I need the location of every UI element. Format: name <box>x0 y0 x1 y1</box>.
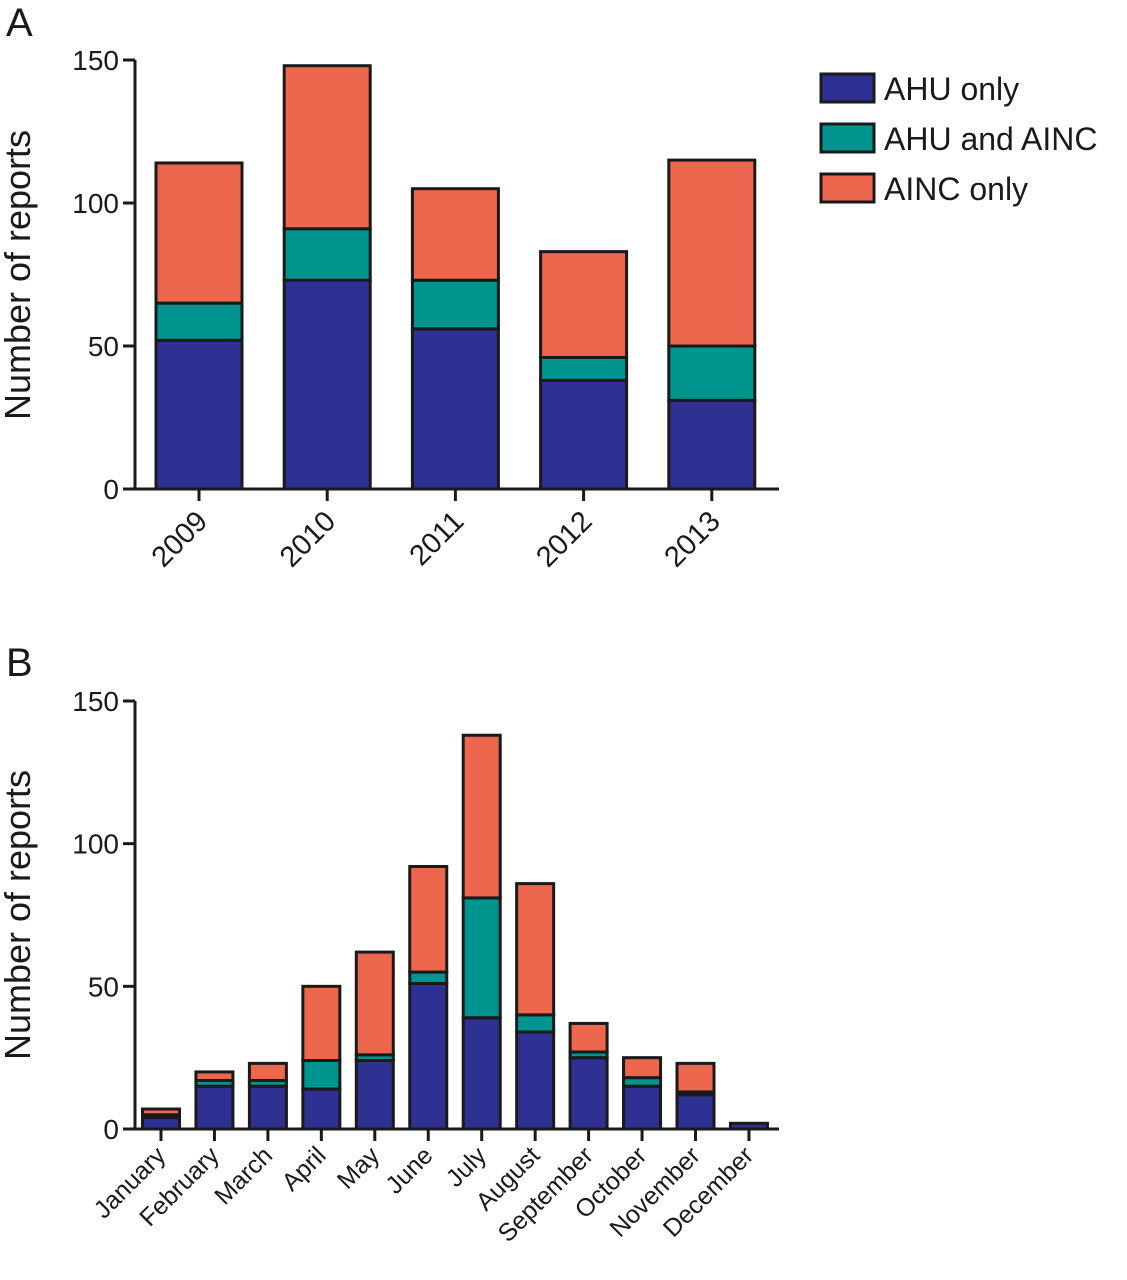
bar-ahu-and-ainc-2010 <box>282 227 372 282</box>
bar-ainc-only-september <box>568 1021 609 1054</box>
bar-ahu-only-july <box>461 1016 502 1131</box>
legend-label-ahu-only: AHU only <box>884 71 1019 107</box>
bar-ainc-only-2009 <box>154 161 244 305</box>
bar-ahu-and-ainc-2011 <box>410 278 500 331</box>
x-tick-label-2009: 2009 <box>146 505 214 573</box>
bar-ahu-and-ainc-2013 <box>667 344 757 402</box>
y-tick-label-150: 150 <box>72 45 119 76</box>
bar-ahu-only-june <box>408 981 449 1131</box>
x-tick-label-2012: 2012 <box>530 505 598 573</box>
bar-ahu-only-2013 <box>667 398 757 491</box>
bar-ahu-and-ainc-august <box>515 1013 556 1034</box>
y-tick-label-50: 50 <box>88 331 119 362</box>
y-axis-label-b: Number of reports <box>0 770 38 1060</box>
bar-ainc-only-may <box>354 950 395 1057</box>
bar-ahu-only-2010 <box>282 278 372 491</box>
bar-ahu-only-november <box>675 1093 716 1131</box>
y-tick-label-0: 0 <box>103 474 119 505</box>
bar-ahu-only-march <box>247 1084 288 1131</box>
bar-ahu-only-2009 <box>154 338 244 491</box>
bar-ainc-only-february <box>194 1070 235 1082</box>
bar-ahu-only-october <box>622 1084 663 1131</box>
x-tick-label-april: April <box>276 1141 331 1196</box>
bar-ainc-only-2012 <box>539 250 629 359</box>
y-axis-label-a: Number of reports <box>0 130 38 420</box>
bar-ahu-only-september <box>568 1056 609 1131</box>
bar-ainc-only-2011 <box>410 187 500 282</box>
x-tick-label-2010: 2010 <box>274 505 342 573</box>
legend-swatch-ahu-only <box>819 72 876 104</box>
bar-ahu-and-ainc-2012 <box>539 355 629 382</box>
y-tick-label-100: 100 <box>72 829 119 860</box>
bar-ahu-only-january <box>141 1116 181 1131</box>
bar-ahu-and-ainc-june <box>408 970 449 985</box>
bar-ainc-only-august <box>515 882 556 1017</box>
legend-swatch-ahu-and-ainc <box>819 122 876 154</box>
bar-ainc-only-november <box>675 1061 716 1094</box>
bar-ahu-only-2012 <box>539 378 629 491</box>
panel-label-a: A <box>6 1 33 45</box>
bar-ahu-only-2011 <box>410 327 500 491</box>
y-tick-label-100: 100 <box>72 188 119 219</box>
legend-label-ainc-only: AINC only <box>884 171 1028 207</box>
x-tick-label-2011: 2011 <box>404 505 471 572</box>
bar-ainc-only-march <box>247 1061 288 1082</box>
panel-label-b: B <box>6 641 33 685</box>
bar-ainc-only-january <box>141 1107 181 1117</box>
y-tick-label-0: 0 <box>103 1114 119 1145</box>
bar-ainc-only-october <box>622 1056 663 1080</box>
bar-ahu-and-ainc-2009 <box>154 301 244 342</box>
legend: AHU only AHU and AINC AINC only <box>819 71 1097 207</box>
bar-ahu-and-ainc-july <box>461 896 502 1020</box>
bar-ainc-only-april <box>301 984 342 1063</box>
legend-label-ahu-and-ainc: AHU and AINC <box>884 121 1097 157</box>
x-tick-label-2013: 2013 <box>659 505 727 573</box>
bar-ahu-only-may <box>354 1059 395 1131</box>
bar-ahu-only-august <box>515 1030 556 1131</box>
bar-ainc-only-june <box>408 864 449 974</box>
x-tick-label-may: May <box>332 1141 386 1195</box>
bar-ahu-only-april <box>301 1087 342 1131</box>
y-tick-label-150: 150 <box>72 686 119 717</box>
bar-ahu-only-february <box>194 1084 235 1131</box>
x-tick-label-march: March <box>209 1141 278 1210</box>
bar-ainc-only-2010 <box>282 64 372 231</box>
bar-ainc-only-2013 <box>667 158 757 348</box>
legend-swatch-ainc-only <box>819 172 876 204</box>
bar-ainc-only-july <box>461 733 502 900</box>
bar-ahu-and-ainc-april <box>301 1059 342 1091</box>
y-tick-label-50: 50 <box>88 971 119 1002</box>
chart-panel-a: 2009 2010 2011 2012 2013 0 50 100 150 <box>72 45 779 574</box>
x-tick-label-june: June <box>380 1141 438 1199</box>
